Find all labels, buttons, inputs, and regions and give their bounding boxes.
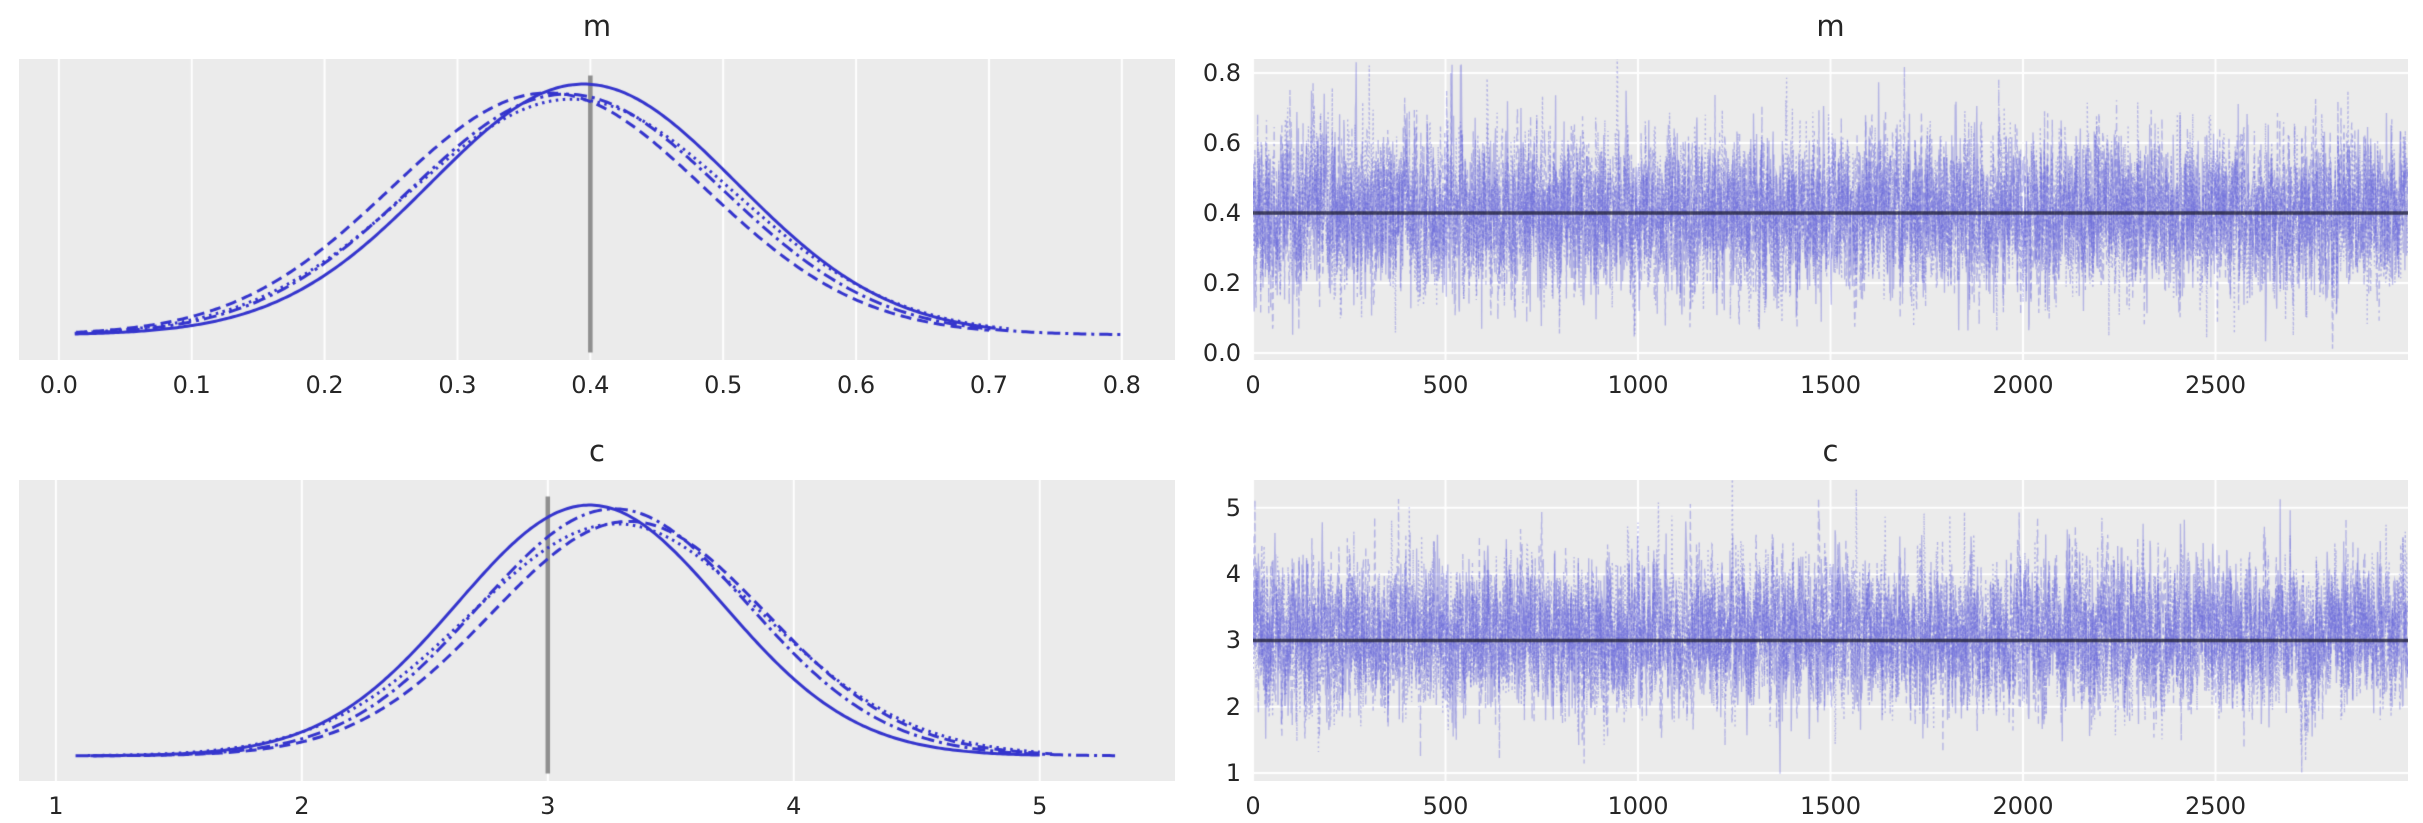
trace-m-x-tick-label: 0 [1245,371,1261,399]
kde-m-x-tick-label: 0.0 [39,371,78,399]
trace-c-x-tick-label: 0 [1245,792,1261,820]
trace-c-plot-canvas [1253,480,2408,781]
trace-m-y-tick-label: 0.4 [1202,199,1241,227]
trace-c-y-tick-label: 1 [1225,759,1241,788]
kde-c-x-tick-label: 5 [1032,792,1048,820]
trace-c-x-tick-label: 500 [1422,792,1469,820]
trace-c-x-tick-label: 2000 [1992,792,2054,820]
kde-c-x-tick-label: 4 [786,792,802,820]
trace-m-x-tick-label: 1500 [1799,371,1862,399]
kde-c-x-tick-label: 1 [48,792,64,820]
kde-m-x-tick-label: 0.1 [172,371,211,399]
kde-m-x-tick-label: 0.5 [704,371,743,399]
trace-c-x-tick-label: 2500 [2184,792,2247,820]
trace-m-y-tick-label: 0.0 [1202,339,1241,367]
trace-m-title: m [1816,9,1845,43]
kde-m-x-tick-label: 0.6 [837,371,876,399]
kde-m-plot-canvas [19,59,1175,360]
kde-m-x-tick-label: 0.8 [1102,371,1141,399]
trace-m-y-tick-label: 0.8 [1202,59,1241,87]
trace-c-y-tick-label: 2 [1225,692,1241,721]
kde-c-plot-canvas [19,480,1175,781]
trace-m-plot-canvas [1253,59,2408,360]
kde-m-x-tick-label: 0.4 [571,371,610,399]
trace-m-x-tick-label: 1000 [1607,371,1669,399]
kde-m-x-tick-label: 0.3 [438,371,477,399]
trace-c-title: c [1822,434,1839,468]
trace-m-y-tick-label: 0.6 [1202,129,1241,157]
trace-c-y-tick-label: 5 [1225,493,1241,522]
kde-c-x-tick-label: 2 [294,792,310,820]
trace-m-y-tick-label: 0.2 [1202,269,1241,297]
trace-c-x-tick-label: 1000 [1607,792,1669,820]
trace-c-y-tick-label: 3 [1225,626,1241,655]
trace-m-x-tick-label: 2500 [2184,371,2247,399]
kde-c-title: c [589,434,605,468]
trace-c-y-tick-label: 4 [1225,560,1241,589]
trace-c-x-tick-label: 1500 [1799,792,1862,820]
trace-m-x-tick-label: 2000 [1992,371,2054,399]
kde-m-x-tick-label: 0.2 [305,371,344,399]
kde-c-x-tick-label: 3 [540,792,556,820]
trace-m-x-tick-label: 500 [1422,371,1469,399]
kde-m-title: m [582,9,612,43]
kde-m-x-tick-label: 0.7 [969,371,1009,399]
